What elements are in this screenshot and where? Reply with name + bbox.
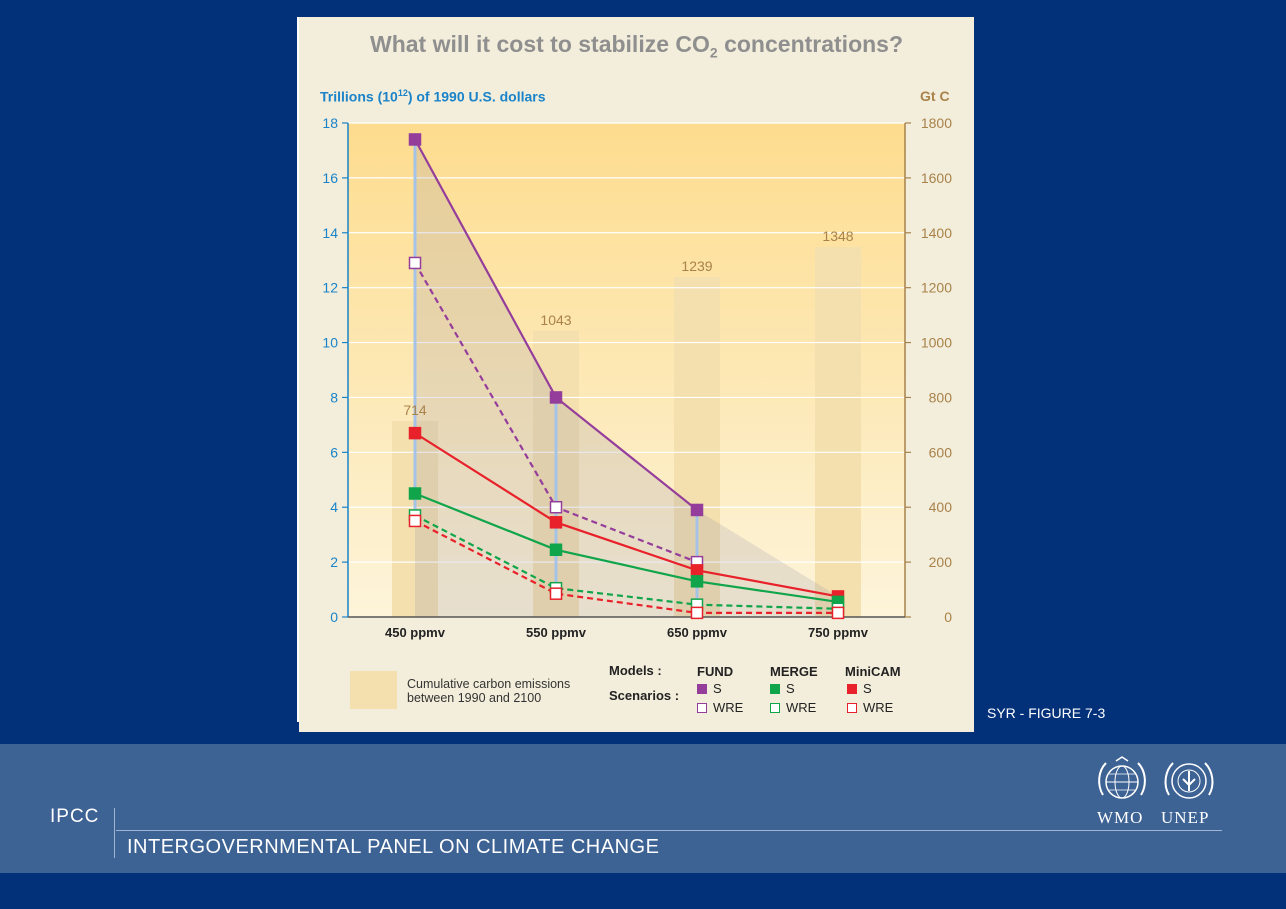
y-tick-label-right: 400 xyxy=(929,499,953,515)
open-square-icon xyxy=(770,703,780,713)
y-tick-label-right: 1600 xyxy=(921,170,952,186)
filled-square-icon xyxy=(770,684,780,694)
open-square-icon xyxy=(847,703,857,713)
emissions-bar-label: 714 xyxy=(403,402,427,418)
series-line-minicam-s xyxy=(414,432,839,598)
y-tick-label-right: 1200 xyxy=(921,280,952,296)
data-point-minicam-wre xyxy=(549,587,563,600)
legend-model-minicam: MiniCAM xyxy=(845,664,901,679)
emissions-legend-swatch xyxy=(350,671,397,709)
emissions-bar xyxy=(815,247,861,617)
series-line-merge-wre xyxy=(414,514,839,610)
legend-fund-s: S xyxy=(697,681,722,696)
y-tick-label-left: 18 xyxy=(322,115,338,131)
data-point-minicam-wre xyxy=(831,606,845,620)
legend-scenarios-label: Scenarios : xyxy=(609,688,680,703)
data-point-fund-s xyxy=(549,391,563,404)
y-tick-label-right: 1000 xyxy=(921,335,952,351)
y-tick-label-left: 10 xyxy=(322,335,338,351)
legend-minicam-s: S xyxy=(847,681,872,696)
data-point-merge-s xyxy=(408,487,422,500)
data-point-minicam-s xyxy=(408,426,422,440)
y-tick-label-right: 1400 xyxy=(921,225,952,241)
data-point-merge-s xyxy=(690,575,704,588)
data-point-fund-s xyxy=(408,133,422,146)
y-tick-label-right: 600 xyxy=(929,444,953,460)
emissions-bar-label: 1239 xyxy=(681,258,712,274)
data-point-minicam-s xyxy=(549,516,563,529)
wmo-label: WMO xyxy=(1097,808,1144,827)
x-tick-label: 450 ppmv xyxy=(385,625,446,640)
filled-square-icon xyxy=(697,684,707,694)
legend-merge-s: S xyxy=(770,681,795,696)
cost-range-shading xyxy=(415,139,838,617)
x-tick-label: 650 ppmv xyxy=(667,625,728,640)
legend-models-label: Models : xyxy=(609,663,662,678)
footer-vertical-divider xyxy=(114,808,115,858)
panel-edge xyxy=(297,17,299,722)
emissions-legend-label: Cumulative carbon emissions between 1990… xyxy=(407,677,571,705)
data-point-fund-wre xyxy=(549,500,563,514)
legend-model-fund: FUND xyxy=(697,664,734,679)
data-point-fund-s xyxy=(690,503,704,517)
data-point-minicam-wre xyxy=(690,606,704,620)
emissions-bar-label: 1348 xyxy=(822,228,853,244)
figure-reference: SYR - FIGURE 7-3 xyxy=(987,705,1106,721)
y-axis-label-right: Gt C xyxy=(920,88,950,104)
y-tick-label-right: 0 xyxy=(944,609,952,625)
legend-model-merge: MERGE xyxy=(770,664,818,679)
plot-background xyxy=(348,123,905,617)
legend-fund-wre: WRE xyxy=(697,700,743,715)
footer-band xyxy=(0,744,1286,873)
series-line-minicam-wre xyxy=(414,519,838,614)
x-tick-label: 550 ppmv xyxy=(526,625,587,640)
y-tick-label-right: 200 xyxy=(929,554,953,570)
y-tick-label-left: 16 xyxy=(322,170,338,186)
y-tick-label-left: 8 xyxy=(330,389,338,405)
unep-emblem-icon xyxy=(1164,762,1214,799)
footer-divider xyxy=(116,830,1222,831)
chart-title: What will it cost to stabilize CO2 conce… xyxy=(369,31,904,61)
y-tick-label-right: 1800 xyxy=(921,115,952,131)
legend-minicam-wre: WRE xyxy=(847,700,893,715)
y-tick-label-left: 14 xyxy=(322,225,338,241)
organization-name: INTERGOVERNMENTAL PANEL ON CLIMATE CHANG… xyxy=(127,836,660,858)
data-point-minicam-s xyxy=(690,564,704,577)
data-point-fund-wre xyxy=(408,256,422,270)
wmo-emblem-icon xyxy=(1098,756,1146,799)
series-line-merge-s xyxy=(414,492,839,603)
y-tick-label-right: 800 xyxy=(929,389,953,405)
y-tick-label-left: 2 xyxy=(330,554,338,570)
x-tick-label: 750 ppmv xyxy=(808,625,869,640)
y-tick-label-left: 12 xyxy=(322,280,338,296)
y-axis-label-left: Trillions (1012) of 1990 U.S. dollars xyxy=(320,88,546,105)
y-tick-label-left: 4 xyxy=(330,499,338,515)
y-tick-label-left: 6 xyxy=(330,444,338,460)
y-tick-label-left: 0 xyxy=(330,609,338,625)
legend-merge-wre: WRE xyxy=(770,700,816,715)
emissions-bar-label: 1043 xyxy=(540,312,571,328)
unep-label: UNEP xyxy=(1161,808,1210,827)
ipcc-label: IPCC xyxy=(50,806,100,827)
filled-square-icon xyxy=(847,684,857,694)
open-square-icon xyxy=(697,703,707,713)
data-point-merge-s xyxy=(549,543,563,557)
data-point-minicam-wre xyxy=(408,514,422,528)
